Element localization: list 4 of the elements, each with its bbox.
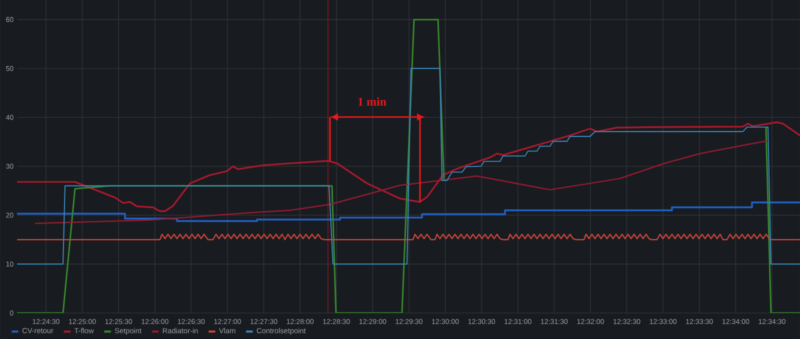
line-series [17, 68, 800, 265]
annotation: 1 min [358, 97, 386, 106]
line-series [34, 140, 768, 224]
line-series [17, 121, 800, 212]
